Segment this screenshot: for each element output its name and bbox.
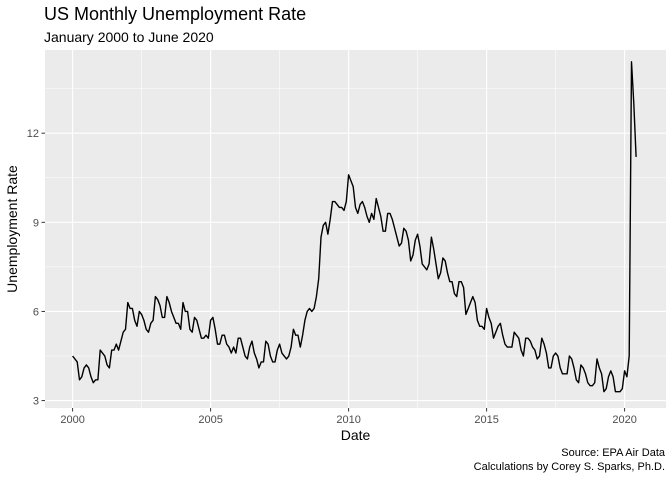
x-tick-label: 2015 <box>474 414 498 426</box>
grid-minor <box>45 50 666 408</box>
x-axis-title: Date <box>341 427 371 443</box>
y-tick-label: 6 <box>33 306 39 318</box>
y-axis-title: Unemployment Rate <box>4 165 20 293</box>
caption-source: Source: EPA Air Data <box>561 447 665 459</box>
x-tick-label: 2005 <box>198 414 222 426</box>
chart-subtitle: January 2000 to June 2020 <box>44 29 214 45</box>
caption-calculations: Calculations by Corey S. Sparks, Ph.D. <box>473 461 665 473</box>
y-tick-label: 12 <box>27 128 39 140</box>
x-tick-label: 2010 <box>336 414 360 426</box>
y-tick-label: 9 <box>33 217 39 229</box>
x-axis: 2000 2005 2010 2015 2020 <box>60 408 637 426</box>
y-tick-label: 3 <box>33 396 39 408</box>
series-line <box>72 61 637 393</box>
plot-panel <box>45 50 666 408</box>
chart-title: US Monthly Unemployment Rate <box>44 4 307 24</box>
x-tick-label: 2000 <box>60 414 84 426</box>
grid-major <box>45 50 666 408</box>
y-axis: 3 6 9 12 <box>27 128 45 408</box>
x-tick-label: 2020 <box>612 414 636 426</box>
